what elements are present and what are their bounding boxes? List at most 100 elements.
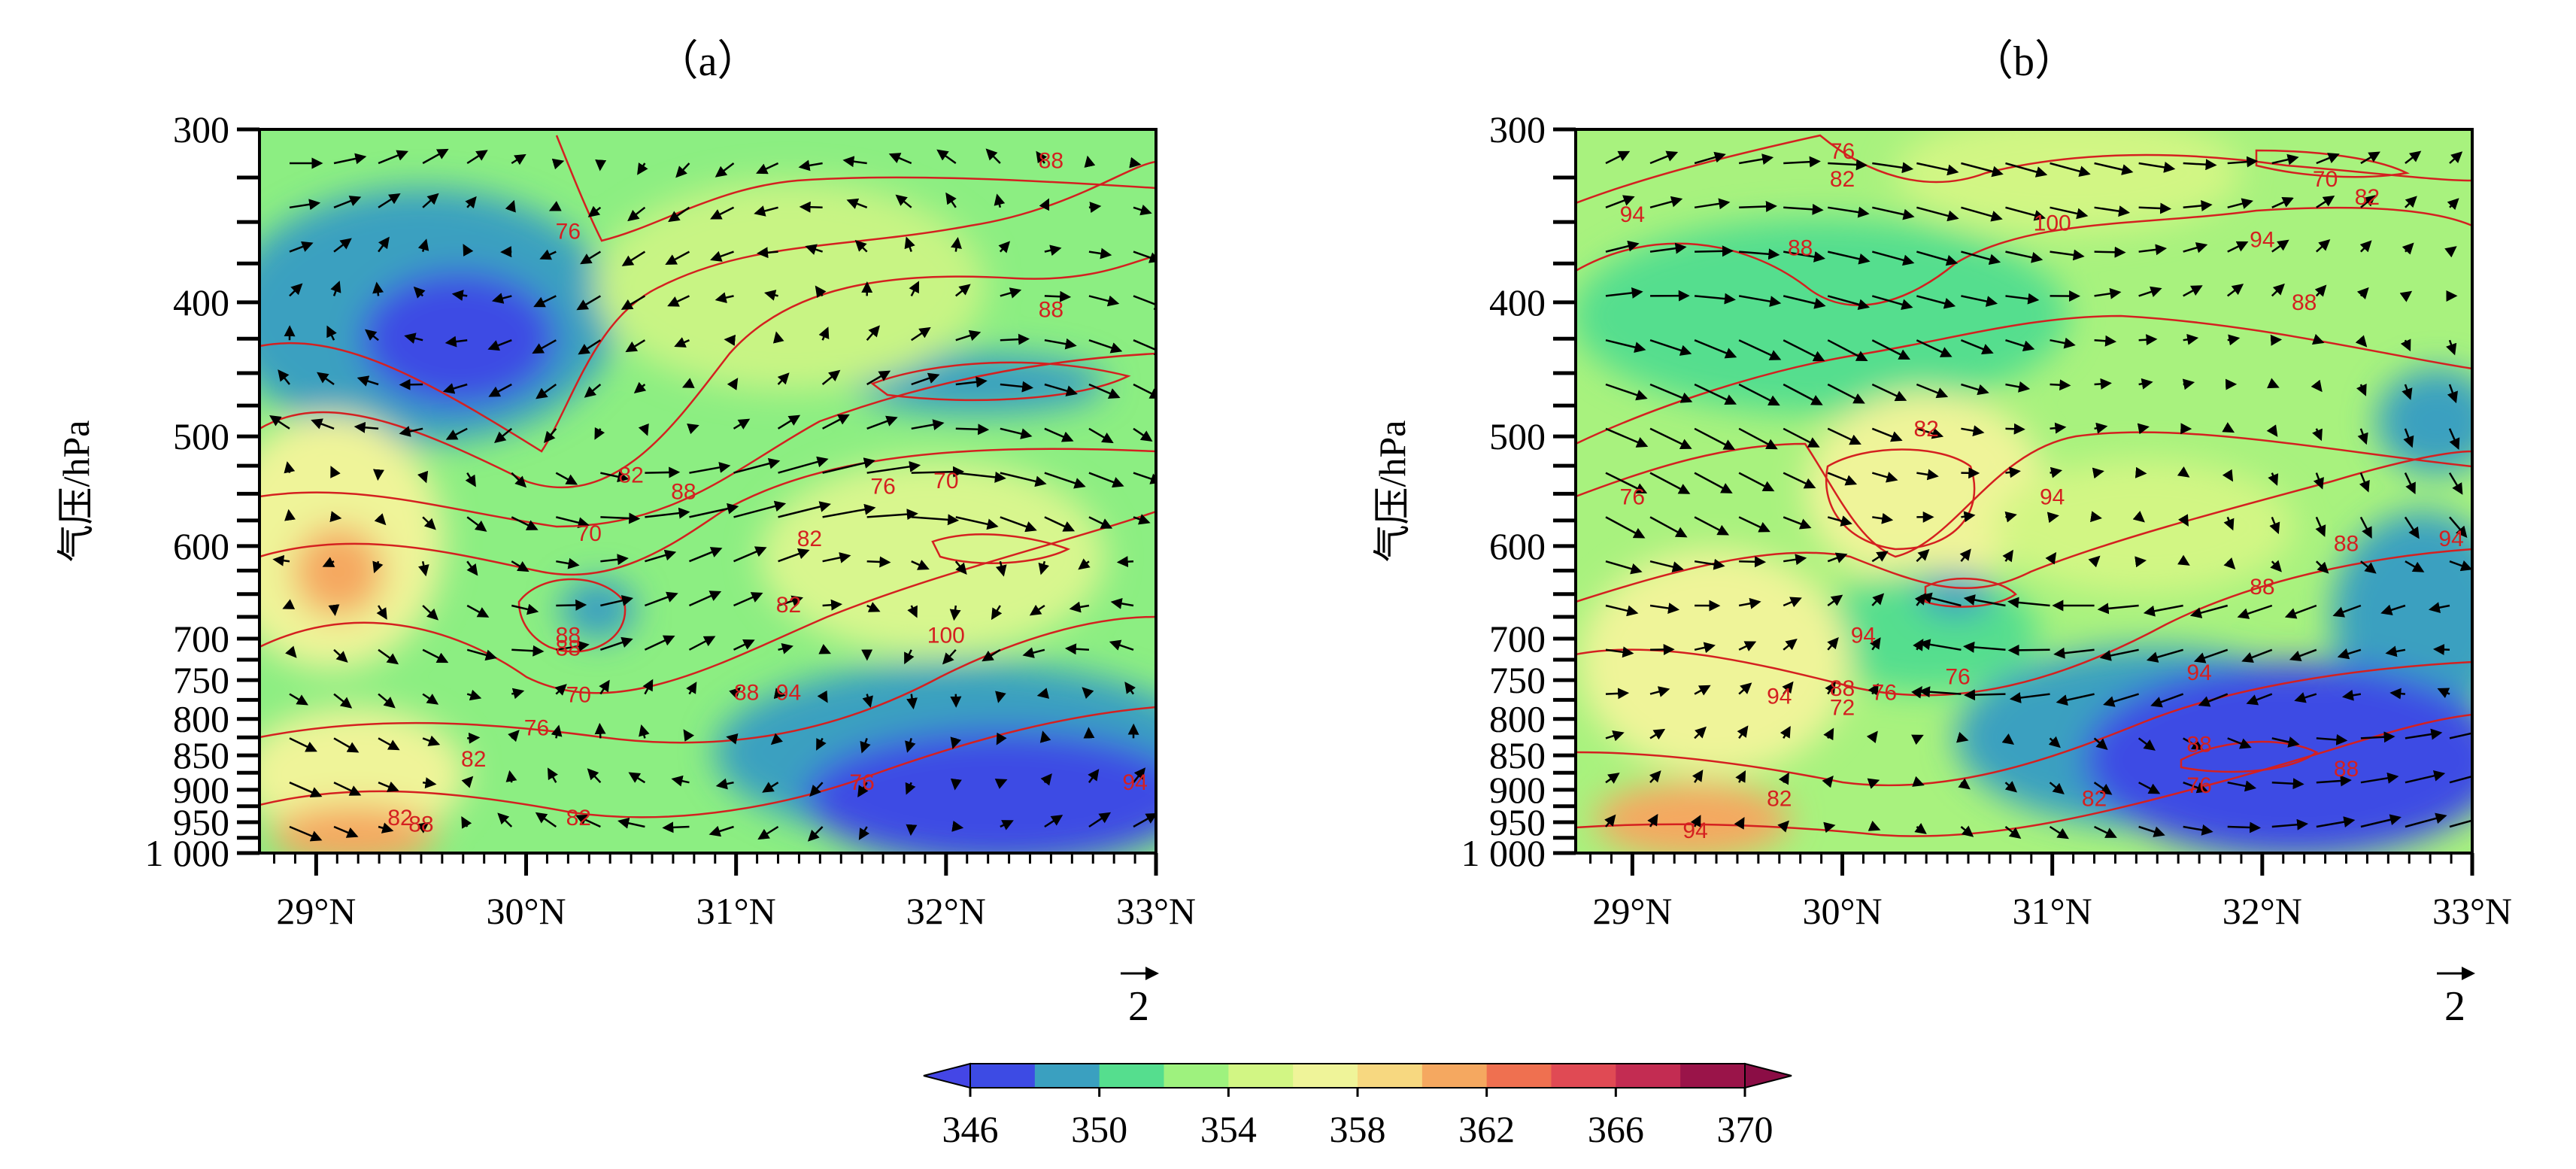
contour-line xyxy=(259,615,1156,744)
wind-vector xyxy=(1961,425,1985,437)
wind-vector xyxy=(1872,512,1894,524)
wind-vector xyxy=(822,599,843,611)
wind-vector xyxy=(1605,688,1630,700)
contour-label: 88 xyxy=(556,624,581,648)
wind-vector xyxy=(1734,817,1745,830)
wind-vector xyxy=(1694,293,1736,305)
wind-vector xyxy=(2360,814,2402,828)
wind-vector xyxy=(1871,472,1898,483)
wind-vector xyxy=(628,772,646,784)
wind-vector xyxy=(1133,295,1156,310)
contour-label: 94 xyxy=(2186,660,2211,685)
wind-vector xyxy=(1000,516,1037,533)
wind-vector xyxy=(1038,560,1050,575)
colorbar-segment xyxy=(1228,1064,1294,1088)
wind-vector xyxy=(665,250,690,265)
wind-vector xyxy=(580,250,602,265)
x-tick-label: 30°N xyxy=(486,890,566,932)
wind-vector xyxy=(2385,645,2406,657)
y-tick-label: 750 xyxy=(1489,659,1546,701)
wind-vector xyxy=(378,822,394,833)
colorbar-extend-high xyxy=(1744,1062,1792,1089)
wind-vector xyxy=(544,427,557,443)
wind-vector xyxy=(638,423,649,436)
contour-label: 88 xyxy=(2250,575,2274,600)
wind-vector xyxy=(365,329,379,342)
wind-vector xyxy=(505,199,516,213)
x-tick-label: 29°N xyxy=(276,890,356,932)
wind-vector xyxy=(2138,378,2153,390)
wind-vector xyxy=(1605,240,1640,253)
wind-vector xyxy=(1088,202,1102,214)
wind-vector xyxy=(1605,646,1634,658)
wind-vector xyxy=(1649,383,1693,403)
contour-line xyxy=(259,448,1156,576)
wind-vector xyxy=(2004,826,2022,839)
wind-vector xyxy=(1738,295,1782,308)
wind-vector xyxy=(1960,339,1994,355)
wind-vector xyxy=(1605,195,1635,208)
wind-vector xyxy=(1133,204,1152,216)
contour-label: 88 xyxy=(1830,676,1855,701)
wind-vector xyxy=(798,159,823,172)
wind-vector xyxy=(1694,685,1711,696)
wind-vector xyxy=(556,557,580,569)
wind-vector xyxy=(1694,151,1726,165)
contour-label: 82 xyxy=(776,593,801,618)
wind-vector xyxy=(2007,597,2050,609)
wind-vector xyxy=(575,815,601,828)
wind-vector xyxy=(1783,427,1820,448)
wind-vector xyxy=(668,206,690,223)
wind-vector xyxy=(2094,205,2131,217)
wind-vector xyxy=(378,648,399,665)
wind-vector xyxy=(556,516,590,529)
wind-vector xyxy=(2004,781,2018,793)
wind-vector xyxy=(1914,822,1927,834)
wind-vector xyxy=(2132,511,2145,523)
wind-vector xyxy=(1738,383,1780,406)
wind-vector xyxy=(1919,639,1962,651)
wind-vector xyxy=(2268,472,2279,486)
wind-vector xyxy=(2356,383,2367,396)
wind-vector xyxy=(950,736,961,749)
x-tick-label: 32°N xyxy=(906,890,986,932)
wind-vector xyxy=(600,595,634,607)
wind-vector xyxy=(1956,731,1969,743)
contour-label: 70 xyxy=(566,682,591,707)
wind-vector xyxy=(724,334,736,346)
wind-vector xyxy=(2183,782,2209,794)
wind-vector xyxy=(2271,283,2285,297)
contour-label: 82 xyxy=(1914,417,1939,442)
panel-b-y-label: 气压/hPa xyxy=(1371,421,1413,563)
wind-vector xyxy=(715,162,735,178)
panel-b-x-axis: 29°N 30°N 31°N 32°N 33°N xyxy=(1589,853,2512,932)
wind-vector xyxy=(2138,202,2172,214)
wind-vector xyxy=(417,560,429,577)
wind-vector xyxy=(817,690,828,703)
wind-vector xyxy=(2227,737,2252,749)
wind-vector xyxy=(1916,162,1959,176)
wind-vector xyxy=(625,339,646,353)
wind-vector xyxy=(1868,683,1879,696)
wind-vector xyxy=(487,339,512,351)
wind-vector xyxy=(904,236,915,253)
wind-vector xyxy=(1694,472,1733,493)
wind-vector xyxy=(2050,422,2067,434)
colorbar-tick-label: 366 xyxy=(1588,1108,1644,1150)
wind-vector xyxy=(2227,241,2249,253)
contour-label: 76 xyxy=(524,715,549,740)
wind-vector xyxy=(554,684,567,696)
wind-vector xyxy=(378,150,409,165)
wind-vector xyxy=(466,604,490,618)
wind-vector xyxy=(1694,427,1736,450)
wind-vector xyxy=(1036,688,1050,699)
wind-vector xyxy=(2005,293,2040,305)
wind-vector xyxy=(2284,604,2317,619)
wind-vector xyxy=(2088,555,2101,568)
wind-vector xyxy=(2449,151,2463,164)
wind-vector xyxy=(688,636,716,651)
wind-vector xyxy=(1961,162,2004,178)
contour-label: 76 xyxy=(870,474,895,499)
